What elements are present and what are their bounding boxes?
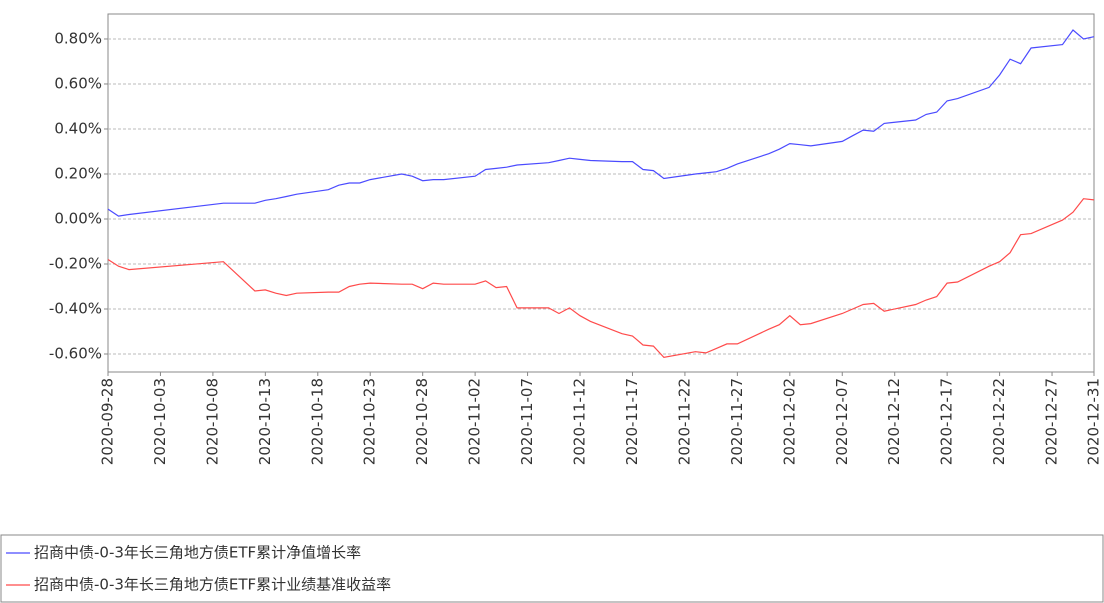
series-line [107, 198, 1095, 359]
y-tick-label: -0.40% [49, 299, 102, 317]
x-tick-label: 2020-11-22 [675, 378, 693, 465]
legend-label: 招商中债-0-3年长三角地方债ETF累计净值增长率 [34, 544, 361, 562]
x-tick-label: 2020-11-17 [623, 378, 641, 465]
x-tick-label: 2020-09-28 [99, 378, 117, 465]
x-tick-label: 2020-12-22 [990, 378, 1008, 465]
y-tick-label: 0.80% [54, 29, 102, 47]
y-tick-label: -0.60% [49, 344, 102, 362]
x-tick-label: 2020-12-27 [1043, 378, 1061, 465]
x-tick-label: 2020-12-12 [885, 378, 903, 465]
x-tick-label: 2020-11-02 [466, 378, 484, 465]
x-tick-label: 2020-12-07 [833, 378, 851, 465]
x-tick-label: 2020-10-18 [308, 378, 326, 465]
x-tick-label: 2020-11-27 [728, 378, 746, 465]
y-tick-label: 0.60% [54, 74, 102, 92]
y-tick-label: 0.40% [54, 119, 102, 137]
x-tick-label: 2020-11-12 [571, 378, 589, 465]
x-tick-label: 2020-12-17 [938, 378, 956, 465]
x-tick-label: 2020-12-31 [1085, 378, 1103, 465]
plot-area [107, 13, 1095, 373]
legend-box [0, 534, 1104, 603]
series-line [107, 29, 1095, 217]
x-tick-label: 2020-12-02 [780, 378, 798, 465]
x-tick-label: 2020-10-03 [151, 378, 169, 465]
x-tick-label: 2020-10-28 [413, 378, 431, 465]
y-tick-label: -0.20% [49, 254, 102, 272]
y-tick-label: 0.00% [54, 209, 102, 227]
x-tick-label: 2020-10-13 [256, 378, 274, 465]
x-tick-label: 2020-11-07 [518, 378, 536, 465]
x-tick-label: 2020-10-08 [203, 378, 221, 465]
x-tick-label: 2020-10-23 [361, 378, 379, 465]
y-tick-label: 0.20% [54, 164, 102, 182]
legend-label: 招商中债-0-3年长三角地方债ETF累计业绩基准收益率 [34, 576, 391, 594]
